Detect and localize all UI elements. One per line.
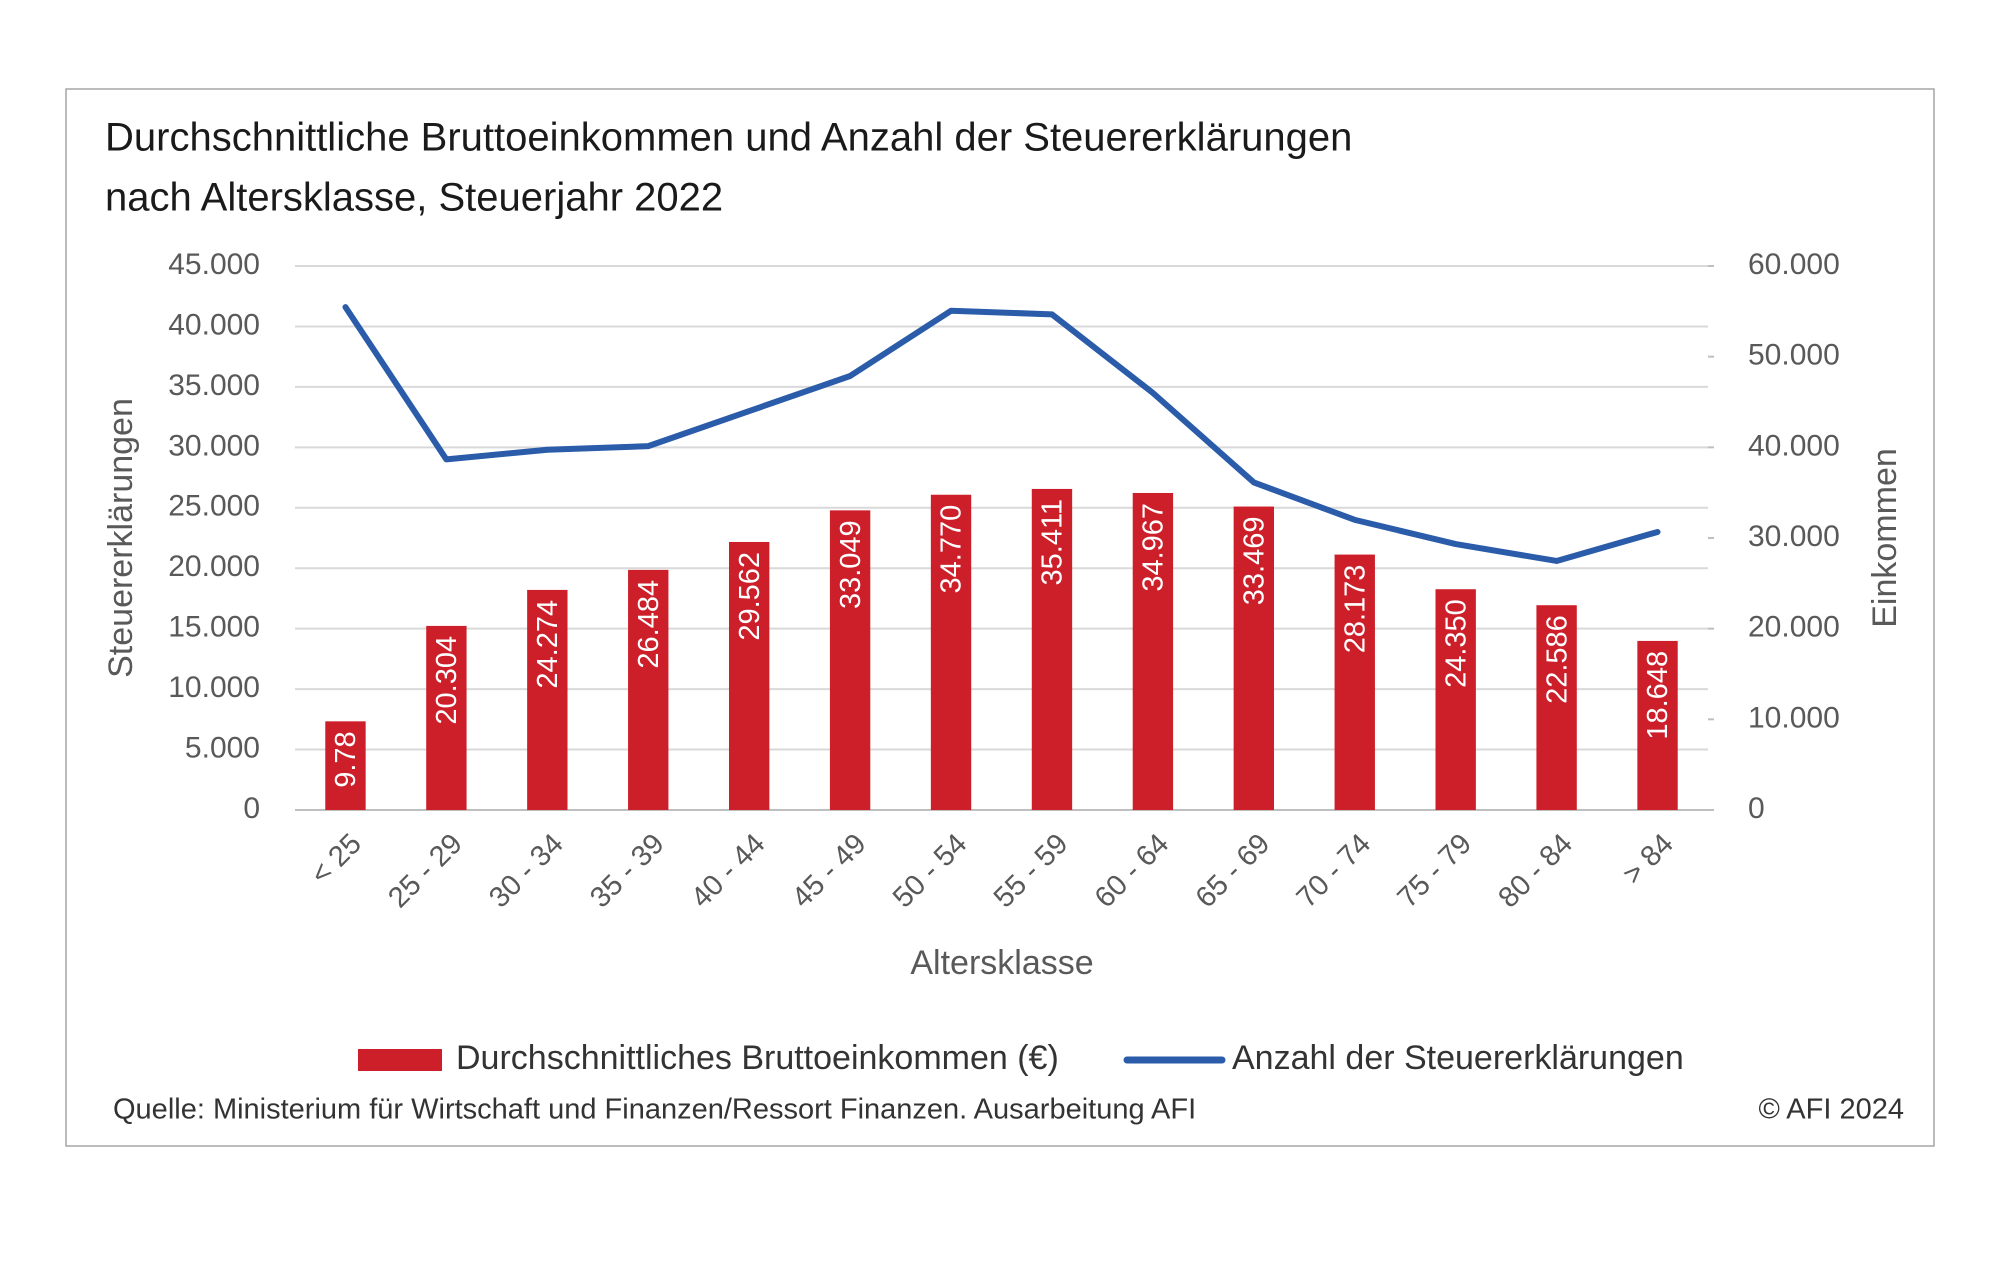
- data-label: 33.049: [835, 520, 867, 609]
- data-label: 22.586: [1541, 615, 1573, 704]
- data-label: 9.78: [330, 731, 362, 787]
- data-label: 20.304: [431, 636, 463, 725]
- data-label: 34.770: [936, 505, 968, 594]
- y2-tick-label: 20.000: [1748, 611, 1840, 644]
- bar: [1233, 506, 1275, 810]
- y-tick-label: 15.000: [168, 611, 260, 644]
- data-label: 35.411: [1037, 499, 1069, 586]
- legend-label: Anzahl der Steuererklärungen: [1232, 1039, 1684, 1077]
- y-tick-label: 45.000: [168, 248, 260, 281]
- y2-tick-label: 60.000: [1748, 248, 1840, 281]
- bar: [930, 494, 972, 810]
- y-tick-label: 5.000: [185, 731, 260, 764]
- bar: [628, 569, 669, 810]
- bar: [1637, 640, 1678, 810]
- y-tick-label: 20.000: [168, 550, 260, 583]
- y2-tick-label: 40.000: [1748, 429, 1840, 462]
- data-label: 28.173: [1339, 565, 1371, 654]
- source: Quelle: Ministerium für Wirtschaft und F…: [113, 1094, 1196, 1126]
- bar: [325, 721, 366, 810]
- y-axis-title: Steuererklärungen: [102, 398, 140, 678]
- legend-swatch: [358, 1049, 442, 1071]
- chart-title: nach Altersklasse, Steuerjahr 2022: [105, 176, 723, 220]
- bar: [527, 589, 568, 810]
- data-label: 24.274: [532, 600, 564, 689]
- y-tick-label: 35.000: [168, 369, 260, 402]
- data-label: 24.350: [1440, 599, 1472, 688]
- y2-tick-label: 30.000: [1748, 520, 1840, 553]
- bar-group: 9.78 20.304 24.274 26.484 29.562 33.049 34.770…: [325, 488, 1678, 810]
- frame: [65, 88, 1935, 1147]
- line: [342, 304, 1661, 564]
- bar: [1132, 492, 1174, 810]
- y-tick-label: 0: [243, 792, 260, 825]
- copyright: © AFI 2024: [1758, 1094, 1904, 1126]
- x-axis-title: Altersklasse: [910, 944, 1093, 982]
- data-label: 29.562: [734, 552, 766, 641]
- bar: [728, 541, 770, 810]
- y2-tick-label: 10.000: [1748, 701, 1840, 734]
- legend-label: Durchschnittliches Bruttoeinkommen (€): [456, 1039, 1059, 1077]
- bar: [829, 510, 871, 810]
- chart-title: Durchschnittliche Bruttoeinkommen und An…: [105, 116, 1352, 160]
- y-tick-label: 10.000: [168, 671, 260, 704]
- bar: [1536, 605, 1577, 810]
- bar: [1334, 554, 1375, 810]
- bar: [1031, 488, 1073, 810]
- y2-tick-label: 0: [1748, 792, 1765, 825]
- data-label: 34.967: [1138, 503, 1170, 592]
- y-tick-label: 40.000: [168, 308, 260, 341]
- data-label: 18.648: [1642, 651, 1674, 740]
- y2-axis-title: Einkommen: [1866, 448, 1904, 628]
- data-label: 33.469: [1238, 517, 1270, 606]
- bar: [426, 625, 467, 810]
- bar: [1435, 589, 1476, 810]
- y2-tick-label: 50.000: [1748, 339, 1840, 372]
- data-label: 26.484: [633, 580, 665, 669]
- y-tick-label: 30.000: [168, 429, 260, 462]
- y-tick-label: 25.000: [168, 490, 260, 523]
